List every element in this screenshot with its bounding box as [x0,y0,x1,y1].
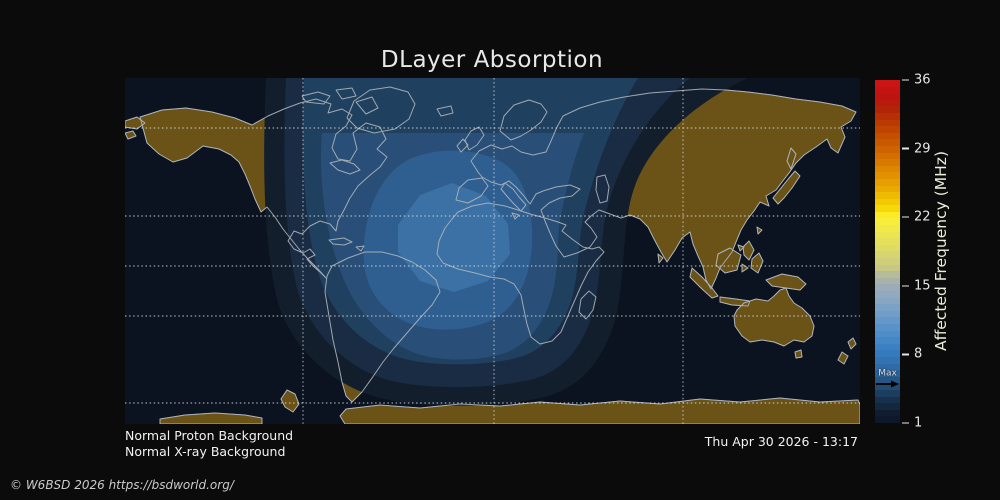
background-status: Normal Proton Background Normal X-ray Ba… [125,428,293,460]
colorbar-axis-label: Affected Frequency (MHz) [932,151,950,351]
xray-status: Normal X-ray Background [125,444,286,459]
absorption-contour-5 [398,183,510,292]
max-marker-label: Max [878,368,897,379]
max-marker-arrow-icon [876,380,899,388]
absorption-contours [264,78,748,406]
colorbar-ticks: 36 29 22 15 8 1 [902,0,962,500]
colorbar-gradient [875,80,900,423]
world-map [125,78,860,424]
graticule [125,78,860,424]
colorbar-max-marker: Max [874,369,901,388]
figure-title: DLayer Absorption [380,47,604,73]
copyright: © W6BSD 2026 https://bsdworld.org/ [10,478,234,492]
proton-status: Normal Proton Background [125,428,294,443]
timestamp: Thu Apr 30 2026 - 13:17 [704,434,858,449]
